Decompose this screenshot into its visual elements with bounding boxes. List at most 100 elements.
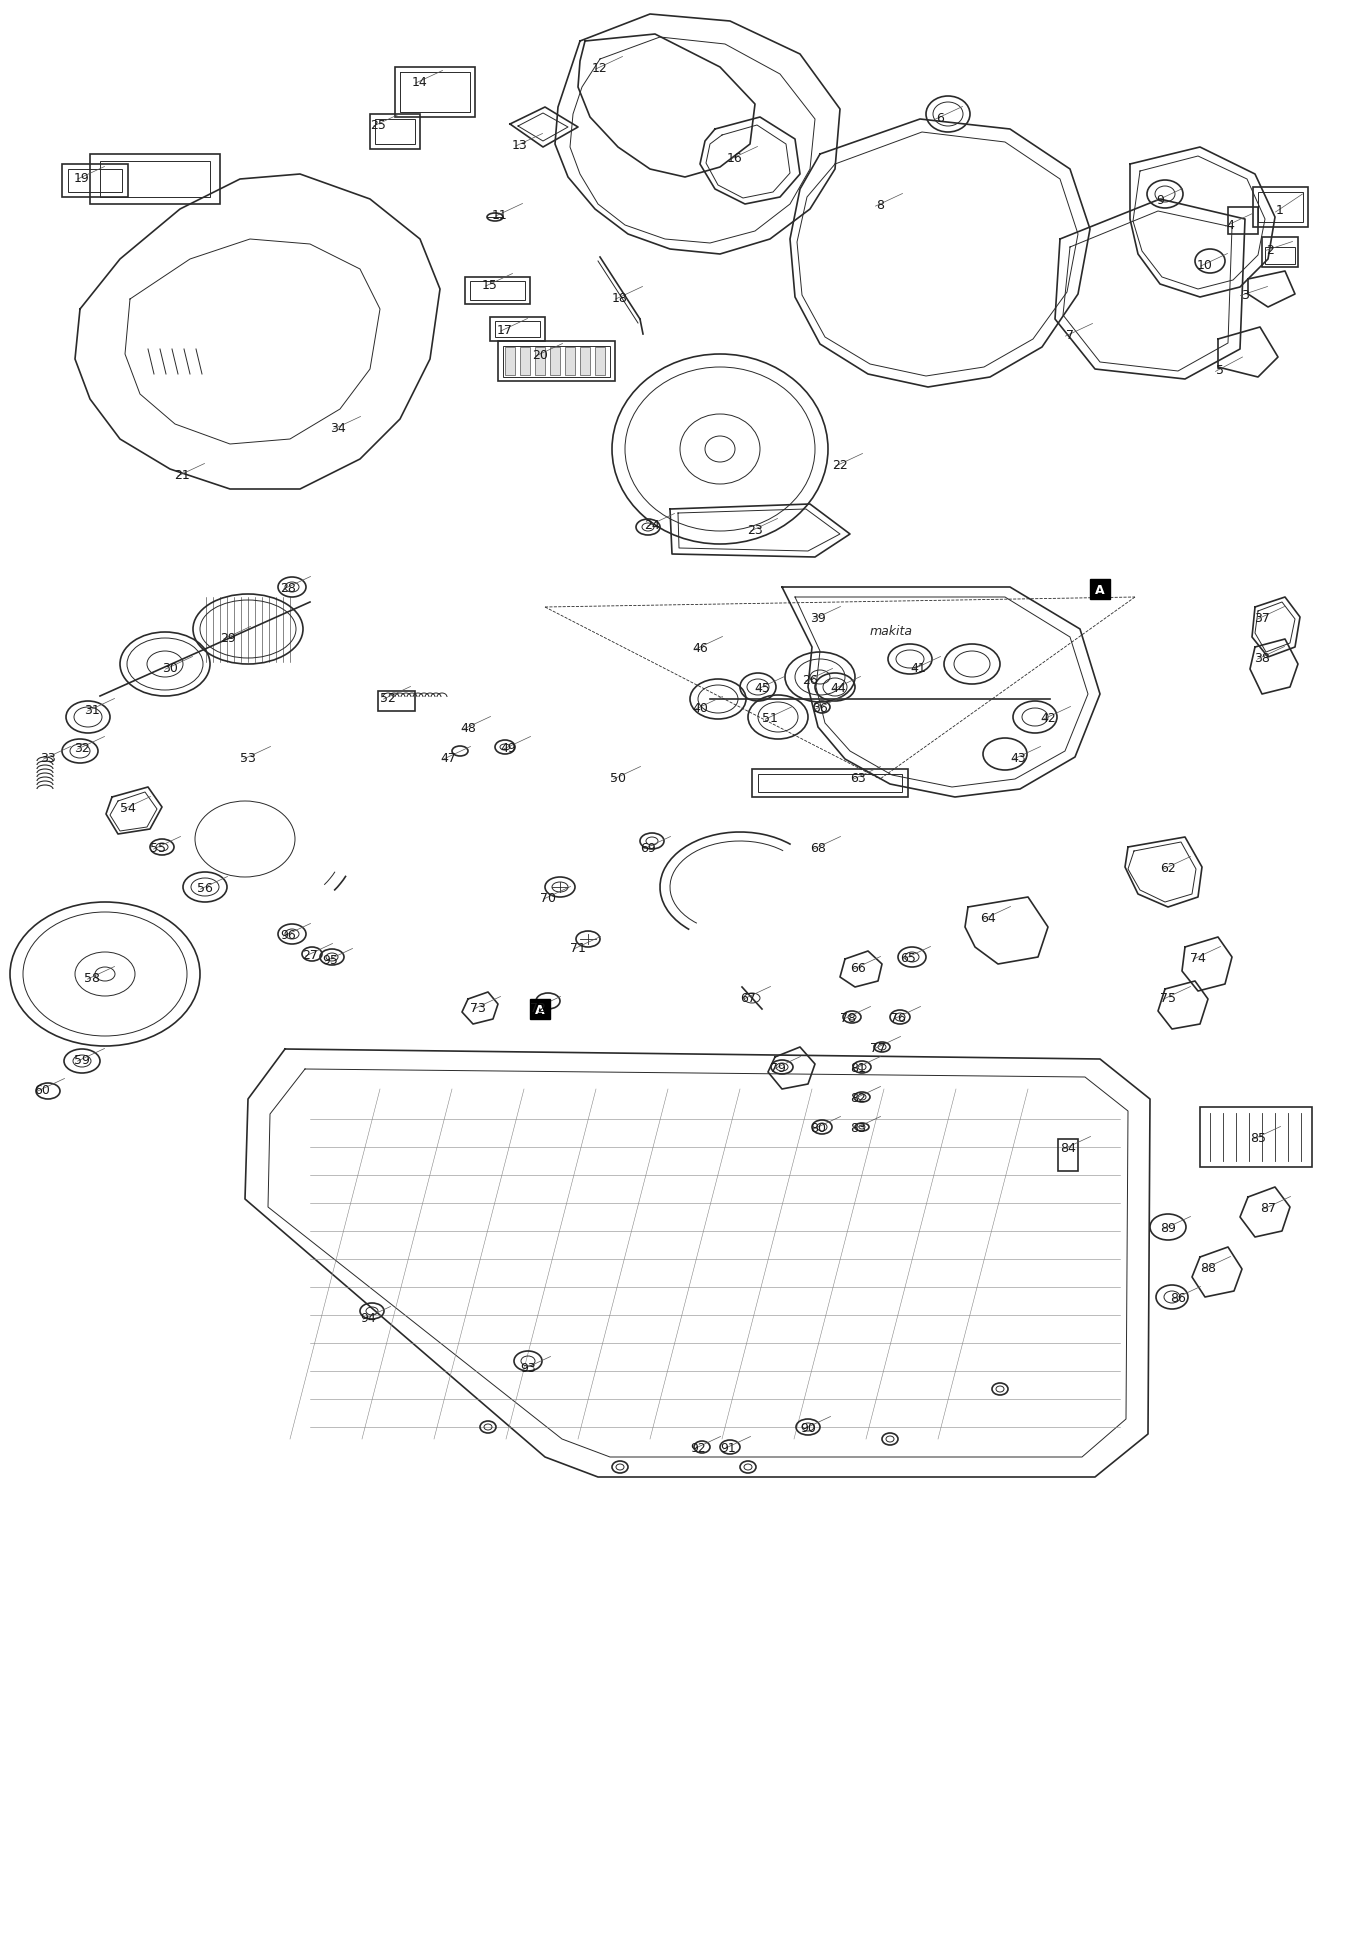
Text: 60: 60 [34, 1083, 50, 1097]
Text: 34: 34 [331, 421, 346, 434]
Text: 52: 52 [381, 692, 396, 703]
Text: 33: 33 [40, 752, 55, 764]
Text: 80: 80 [810, 1120, 826, 1134]
Text: 31: 31 [84, 703, 100, 717]
Text: 5: 5 [1216, 364, 1224, 376]
Text: 21: 21 [174, 468, 190, 481]
Text: 41: 41 [910, 660, 926, 674]
Text: 68: 68 [810, 842, 826, 853]
Text: 26: 26 [802, 674, 818, 686]
Text: 43: 43 [1010, 752, 1026, 764]
Text: 87: 87 [1260, 1200, 1276, 1214]
Text: 11: 11 [493, 208, 508, 222]
Text: 54: 54 [120, 801, 136, 814]
Text: A: A [1095, 582, 1104, 596]
Text: 18: 18 [612, 292, 628, 304]
Text: 65: 65 [900, 951, 915, 964]
Text: 2: 2 [1266, 244, 1274, 257]
Text: 32: 32 [74, 740, 90, 754]
Text: 19: 19 [74, 171, 90, 185]
Text: 50: 50 [610, 771, 626, 785]
Text: 46: 46 [693, 641, 707, 655]
Text: 24: 24 [644, 518, 660, 532]
Text: 88: 88 [1200, 1260, 1216, 1274]
Text: 64: 64 [980, 912, 996, 923]
Text: 1: 1 [1276, 203, 1284, 216]
Bar [580, 349, 590, 376]
Text: 12: 12 [593, 62, 608, 74]
Text: 55: 55 [150, 842, 166, 853]
Text: 86: 86 [1170, 1292, 1185, 1303]
Text: 38: 38 [1254, 651, 1270, 664]
Text: 81: 81 [850, 1062, 865, 1073]
Bar [566, 349, 575, 376]
Bar [370, 115, 420, 150]
Text: 53: 53 [240, 752, 256, 764]
Text: 40: 40 [693, 701, 707, 715]
Text: 3: 3 [1241, 288, 1249, 302]
Text: 27: 27 [302, 949, 319, 960]
Text: 91: 91 [720, 1442, 736, 1453]
Text: 84: 84 [1060, 1142, 1076, 1153]
Text: 74: 74 [1191, 951, 1206, 964]
Bar [535, 349, 545, 376]
Bar [549, 349, 560, 376]
Text: 14: 14 [412, 76, 428, 88]
Text: 29: 29 [220, 631, 236, 645]
Bar [378, 692, 414, 711]
Bar [68, 169, 122, 193]
Text: 75: 75 [1160, 992, 1176, 1003]
Bar [375, 121, 414, 144]
Bar [1058, 1140, 1079, 1171]
Text: 77: 77 [869, 1040, 886, 1054]
Text: 51: 51 [761, 711, 778, 725]
Text: 72: 72 [531, 1001, 545, 1015]
Text: 8: 8 [876, 199, 884, 212]
Text: 37: 37 [1254, 612, 1270, 623]
Bar [490, 318, 545, 341]
Bar [90, 156, 220, 205]
Text: 83: 83 [850, 1120, 865, 1134]
Text: 42: 42 [1040, 711, 1056, 725]
Bar [1265, 247, 1295, 265]
Text: 85: 85 [1250, 1132, 1266, 1143]
Bar [1200, 1106, 1312, 1167]
Bar [1253, 187, 1308, 228]
Text: 28: 28 [279, 581, 296, 594]
Text: 58: 58 [84, 970, 100, 984]
Text: 48: 48 [460, 721, 477, 734]
Text: 78: 78 [840, 1011, 856, 1025]
Bar [757, 775, 902, 793]
Text: 49: 49 [500, 740, 516, 754]
Text: 70: 70 [540, 890, 556, 904]
Text: 63: 63 [850, 771, 865, 785]
Text: 25: 25 [370, 119, 386, 131]
Bar [396, 68, 475, 119]
Text: 13: 13 [512, 138, 528, 152]
Bar [1262, 238, 1297, 269]
Bar [1258, 193, 1303, 222]
Text: 62: 62 [1160, 861, 1176, 875]
Text: 7: 7 [1066, 329, 1075, 341]
Bar [1228, 208, 1258, 236]
Text: 89: 89 [1160, 1221, 1176, 1233]
FancyBboxPatch shape [1089, 581, 1110, 600]
Text: 6: 6 [936, 111, 944, 125]
Text: 45: 45 [755, 682, 770, 693]
Bar [100, 162, 211, 199]
Text: 16: 16 [728, 152, 743, 164]
Text: 93: 93 [520, 1362, 536, 1373]
Bar [595, 349, 605, 376]
Text: 10: 10 [1197, 259, 1212, 271]
Bar [464, 279, 531, 304]
Text: A: A [535, 1003, 545, 1017]
Bar [62, 166, 128, 199]
Bar [495, 321, 540, 337]
Bar [498, 341, 616, 382]
Text: 79: 79 [769, 1062, 786, 1073]
Text: 47: 47 [440, 752, 456, 764]
Bar [470, 282, 525, 300]
Bar [504, 347, 610, 378]
Bar [752, 769, 909, 797]
Text: 39: 39 [810, 612, 826, 623]
